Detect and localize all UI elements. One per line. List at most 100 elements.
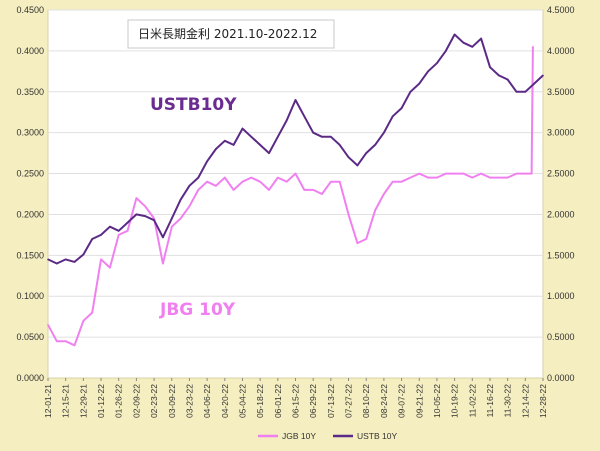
data-point-jgb: [171, 225, 173, 228]
data-point-jgb: [47, 324, 49, 326]
y-right-tick-label: 0.5000: [547, 332, 575, 342]
data-point-jgb: [188, 205, 191, 208]
data-point-jgb: [144, 205, 146, 208]
legend-label-jgb: JGB 10Y: [282, 431, 316, 441]
x-tick-label: 08-10-22: [361, 384, 371, 418]
data-point-ustb: [171, 217, 173, 220]
data-point-jgb: [436, 176, 438, 179]
data-point-ustb: [515, 91, 518, 93]
x-tick-label: 12-01-21: [43, 384, 53, 418]
data-point-jgb: [153, 217, 155, 220]
data-point-ustb: [206, 160, 208, 163]
data-point-ustb: [47, 258, 49, 261]
data-point-jgb: [347, 213, 350, 216]
data-point-jgb: [365, 238, 368, 240]
ustb-annotation: USTB10Y: [150, 95, 237, 115]
data-point-jgb: [241, 180, 244, 183]
data-point-ustb: [250, 136, 253, 138]
y-right-tick-label: 4.5000: [547, 5, 575, 15]
data-point-jgb: [100, 258, 102, 261]
data-point-jgb: [338, 180, 341, 183]
jgb-annotation: JBG 10Y: [159, 300, 236, 320]
y-right-tick-label: 1.5000: [547, 250, 575, 260]
data-point-ustb: [268, 152, 270, 154]
y-right-tick-label: 1.0000: [547, 291, 575, 301]
series-lines: [47, 33, 544, 347]
y-left-tick-label: 0.1500: [16, 250, 44, 260]
data-point-jgb: [445, 172, 447, 175]
data-point-jgb: [294, 172, 297, 175]
x-tick-label: 07-27-22: [344, 384, 354, 418]
data-point-ustb: [383, 131, 385, 134]
data-point-ustb: [453, 33, 456, 36]
data-point-ustb: [117, 230, 120, 232]
x-tick-label: 09-07-22: [397, 384, 407, 418]
data-point-ustb: [303, 115, 306, 118]
y-right-tick-label: 3.0000: [547, 128, 575, 138]
data-point-jgb: [374, 209, 376, 212]
data-point-jgb: [56, 340, 58, 343]
data-point-jgb: [524, 172, 527, 175]
x-tick-label: 09-21-22: [414, 384, 424, 418]
data-point-jgb: [259, 180, 261, 183]
data-point-ustb: [418, 82, 421, 85]
y-right-tick-label: 0.0000: [547, 373, 575, 383]
y-left-tick-label: 0.1000: [16, 291, 44, 301]
data-point-ustb: [489, 66, 491, 68]
data-point-ustb: [73, 261, 76, 263]
data-point-ustb: [498, 74, 500, 77]
legend: JGB 10Y USTB 10Y: [258, 431, 397, 441]
data-point-jgb: [391, 180, 394, 183]
x-tick-label: 02-23-22: [149, 384, 159, 418]
x-tick-label: 04-06-22: [202, 384, 212, 418]
data-point-ustb: [64, 258, 67, 261]
data-point-ustb: [188, 185, 191, 187]
x-tick-label: 01-12-22: [96, 384, 106, 418]
data-point-jgb: [82, 320, 85, 322]
data-point-jgb: [179, 217, 182, 220]
data-point-jgb: [206, 180, 208, 183]
data-point-jgb: [515, 172, 518, 175]
data-point-ustb: [374, 144, 376, 146]
data-point-jgb: [356, 242, 359, 244]
data-point-jgb: [135, 197, 138, 199]
data-point-jgb: [530, 172, 533, 175]
y-left-tick-label: 0.4000: [16, 46, 44, 56]
data-point-ustb: [259, 144, 261, 146]
data-point-ustb: [365, 152, 368, 154]
y-right-tick-label: 4.0000: [547, 46, 575, 56]
data-point-ustb: [179, 198, 182, 201]
data-point-ustb: [542, 74, 544, 77]
y-right-tick-label: 2.0000: [547, 209, 575, 219]
x-tick-label: 12-28-22: [538, 384, 548, 418]
data-point-jgb: [285, 180, 288, 183]
data-point-ustb: [356, 164, 359, 167]
data-point-jgb: [224, 176, 226, 179]
data-point-ustb: [135, 213, 138, 216]
chart-title: 日米長期金利 2021.10-2022.12: [138, 26, 317, 41]
data-point-ustb: [241, 127, 244, 130]
data-point-ustb: [285, 119, 288, 122]
x-tick-label: 03-09-22: [167, 384, 177, 418]
x-tick-label: 06-01-22: [273, 384, 283, 418]
y-left-tick-label: 0.2500: [16, 169, 44, 179]
x-tick-label: 05-04-22: [237, 384, 247, 418]
data-point-jgb: [383, 193, 385, 195]
data-point-jgb: [109, 266, 111, 269]
data-point-jgb: [506, 176, 509, 179]
x-tick-label: 11-02-22: [467, 384, 477, 418]
data-point-ustb: [56, 262, 58, 265]
x-tick-label: 10-05-22: [432, 384, 442, 418]
data-point-jgb: [471, 176, 474, 179]
data-point-ustb: [294, 99, 297, 101]
x-tick-label: 12-15-21: [61, 384, 71, 418]
y-left-tick-label: 0.0500: [16, 332, 44, 342]
data-point-jgb: [330, 180, 332, 183]
data-point-ustb: [232, 144, 235, 146]
x-tick-label: 11-30-22: [503, 384, 513, 418]
data-point-ustb: [126, 221, 129, 224]
data-point-jgb: [268, 189, 270, 191]
data-point-jgb: [321, 193, 323, 195]
